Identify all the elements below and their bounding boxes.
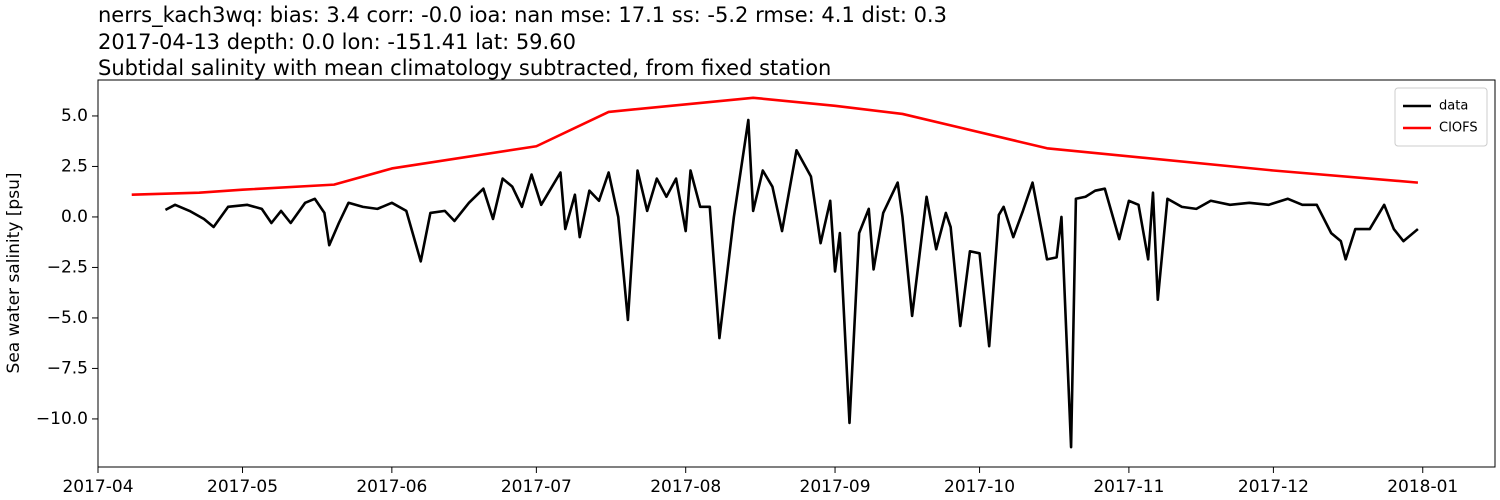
y-tick-label: 5.0 — [61, 106, 88, 126]
line-series — [131, 96, 1419, 197]
x-tick-label: 2017-12 — [1238, 477, 1309, 497]
plot-frame — [97, 79, 1496, 468]
x-tick-label: 2017-06 — [356, 477, 427, 497]
legend-box — [1394, 87, 1488, 147]
y-tick-label: −10.0 — [36, 409, 88, 429]
chart-title: nerrs_kach3wq: bias: 3.4 corr: -0.0 ioa:… — [98, 3, 947, 28]
y-tick-label: −7.5 — [47, 358, 88, 378]
y-tick-label: −2.5 — [47, 257, 88, 277]
legend-label: CIOFS — [1439, 121, 1478, 136]
x-tick-label: 2017-11 — [1093, 477, 1164, 497]
x-tick-label: 2017-07 — [501, 477, 572, 497]
x-tick-label: 2017-08 — [650, 477, 721, 497]
line-series — [164, 118, 1419, 449]
chart-title: 2017-04-13 depth: 0.0 lon: -151.41 lat: … — [98, 30, 576, 54]
x-tick-label: 2018-01 — [1387, 477, 1458, 497]
x-tick-label: 2017-05 — [207, 477, 278, 497]
x-tick-label: 2017-09 — [800, 477, 871, 497]
x-tick-label: 2017-10 — [944, 477, 1015, 497]
chart-title: Subtidal salinity with mean climatology … — [98, 56, 831, 80]
legend-label: data — [1439, 99, 1468, 114]
y-axis-label: Sea water salinity [psu] — [4, 173, 24, 374]
y-tick-label: 0.0 — [61, 207, 88, 227]
y-tick-label: 2.5 — [61, 156, 88, 176]
y-tick-label: −5.0 — [47, 308, 88, 328]
x-tick-label: 2017-04 — [62, 477, 133, 497]
